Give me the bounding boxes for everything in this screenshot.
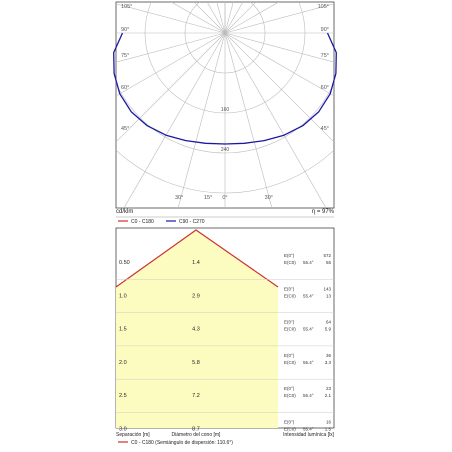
row-distance: 2.0 [119, 360, 127, 366]
row-distance: 1.5 [119, 327, 127, 333]
polar-spoke [224, 3, 334, 34]
angle-label-right: 45° [321, 126, 329, 132]
row-distance: 2.5 [119, 393, 127, 399]
polar-spoke [116, 32, 226, 97]
polar-spoke [116, 32, 226, 143]
row-distance: 1.0 [119, 293, 127, 299]
row-angle: 55.4° [303, 393, 314, 398]
angle-label-right: 105° [318, 4, 329, 10]
unit-label: cd/klm [116, 209, 133, 215]
row-diameter: 1.4 [192, 260, 200, 266]
polar-spoke [177, 32, 226, 208]
angle-label-left: 30° [175, 195, 183, 201]
x-axis-label: Separación [m] [116, 432, 150, 438]
radial-label-240: 240 [221, 147, 230, 153]
row-e0-value: 572 [323, 253, 331, 258]
row-ec-label: E(C0) [284, 327, 296, 332]
row-ec-value: 1.5 [325, 427, 332, 432]
row-ec-value: 5.9 [325, 327, 332, 332]
row-ec-label: E(C0) [284, 393, 296, 398]
row-e0-label: E(0°) [284, 253, 295, 258]
row-angle: 55.4° [303, 327, 314, 332]
legend-c0-label: C0 - C180 [131, 219, 154, 225]
row-e0-label: E(0°) [284, 320, 295, 325]
row-e0-label: E(0°) [284, 353, 295, 358]
angle-label-right: 75° [321, 53, 329, 59]
cone-outline [115, 229, 279, 288]
row-angle: 55.4° [303, 360, 314, 365]
cone-rows: 0.50 1.4 E(0°) E(C0) 55.4° 572 55 1.0 2.9 E(0°) E(… [116, 253, 334, 433]
diameter-axis-label: Diámetro del cono [m] [172, 432, 222, 438]
angle-label-left: 45° [121, 126, 129, 132]
polar-spoke [123, 32, 226, 208]
row-ec-value: 2.1 [325, 393, 332, 398]
row-ec-value: 55 [326, 260, 332, 265]
angle-label-left: 60° [121, 85, 129, 91]
angle-label-left: 75° [121, 53, 129, 59]
row-e0-label: E(0°) [284, 386, 295, 391]
row-ec-value: 13 [326, 293, 332, 298]
angle-label-bottom: 0° [222, 195, 227, 201]
angle-label-left: 105° [121, 4, 132, 10]
radial-label-160: 160 [221, 107, 230, 113]
row-e0-label: E(0°) [284, 286, 295, 291]
polar-spoke [224, 32, 334, 63]
row-e0-value: 16 [326, 420, 332, 425]
polar-spoke [116, 32, 226, 63]
row-angle: 55.4° [303, 260, 314, 265]
angle-label-right: 90° [321, 27, 329, 33]
polar-spoke [224, 32, 273, 208]
row-diameter: 2.9 [192, 293, 200, 299]
angle-label-right: 30° [265, 195, 273, 201]
row-diameter: 7.2 [192, 393, 200, 399]
row-ec-label: E(C0) [284, 360, 296, 365]
polar-series-group [113, 32, 337, 145]
polar-spoke [224, 32, 334, 97]
row-e0-value: 64 [326, 320, 332, 325]
row-angle: 55.4° [303, 293, 314, 298]
polar-grid [116, 2, 334, 208]
row-e0-value: 23 [326, 386, 332, 391]
row-distance: 0.50 [119, 260, 130, 266]
polar-spoke [224, 32, 334, 143]
legend-c90-label: C90 - C270 [179, 219, 205, 225]
polar-spoke [224, 32, 327, 208]
row-e0-label: E(0°) [284, 420, 295, 425]
cone-legend-title: C0 - C180 (Semiángulo de dispersión: 110… [131, 440, 233, 446]
intensity-axis-label: Intensidad lumínica [lx] [283, 432, 334, 438]
row-ec-label: E(C0) [284, 427, 296, 432]
row-e0-value: 143 [323, 286, 331, 291]
polar-radial-labels: 160 240 [221, 107, 230, 153]
row-diameter: 5.8 [192, 360, 200, 366]
polar-angle-labels: 105° 90° 75° 60° 45° 30° 15° 105° 90° 75° 60° 45° 30… [121, 4, 329, 201]
row-e0-value: 36 [326, 353, 332, 358]
polar-spoke [116, 3, 226, 34]
angle-label-left: 90° [121, 27, 129, 33]
row-diameter: 4.3 [192, 327, 200, 333]
polar-series-c90-c270 [113, 32, 337, 145]
row-angle: 55.4° [303, 427, 314, 432]
efficiency-label: η = 97% [312, 209, 335, 215]
row-ec-label: E(C0) [284, 260, 296, 265]
row-ec-value: 3.3 [325, 360, 332, 365]
angle-label-right: 60° [321, 85, 329, 91]
angle-label-left: 15° [204, 195, 212, 201]
row-ec-label: E(C0) [284, 293, 296, 298]
row-diameter: 8.7 [192, 427, 200, 433]
row-distance: 3.0 [119, 427, 127, 433]
